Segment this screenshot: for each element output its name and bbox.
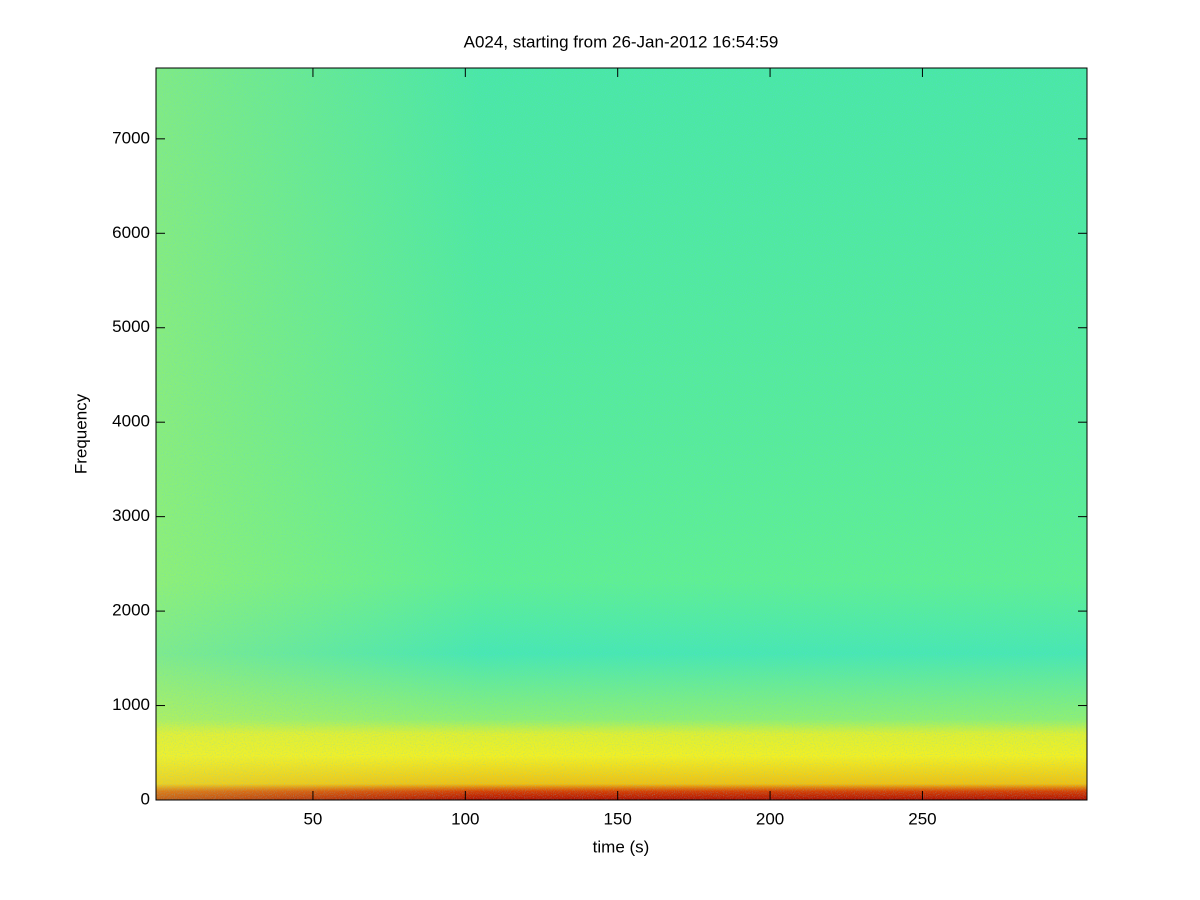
y-tick-label: 7000: [112, 128, 150, 147]
x-tick-label: 100: [451, 809, 479, 828]
axes-box: [155, 67, 1088, 801]
y-tick-label: 2000: [112, 601, 150, 620]
x-tick-label: 150: [604, 809, 632, 828]
y-tick-label: 6000: [112, 223, 150, 242]
y-tick-label: 5000: [112, 317, 150, 336]
y-tick-label: 4000: [112, 412, 150, 431]
y-tick-label: 1000: [112, 695, 150, 714]
x-tick-label: 200: [756, 809, 784, 828]
y-tick-label: 0: [141, 789, 150, 808]
chart-title: A024, starting from 26-Jan-2012 16:54:59: [464, 32, 779, 51]
axes: [155, 67, 1088, 801]
x-tick-label: 50: [303, 809, 322, 828]
spectrogram-texture: [156, 68, 1087, 800]
x-tick-label: 250: [908, 809, 936, 828]
y-axis-label: Frequency: [71, 393, 90, 474]
y-tick-label: 3000: [112, 506, 150, 525]
x-axis-label: time (s): [593, 837, 650, 856]
